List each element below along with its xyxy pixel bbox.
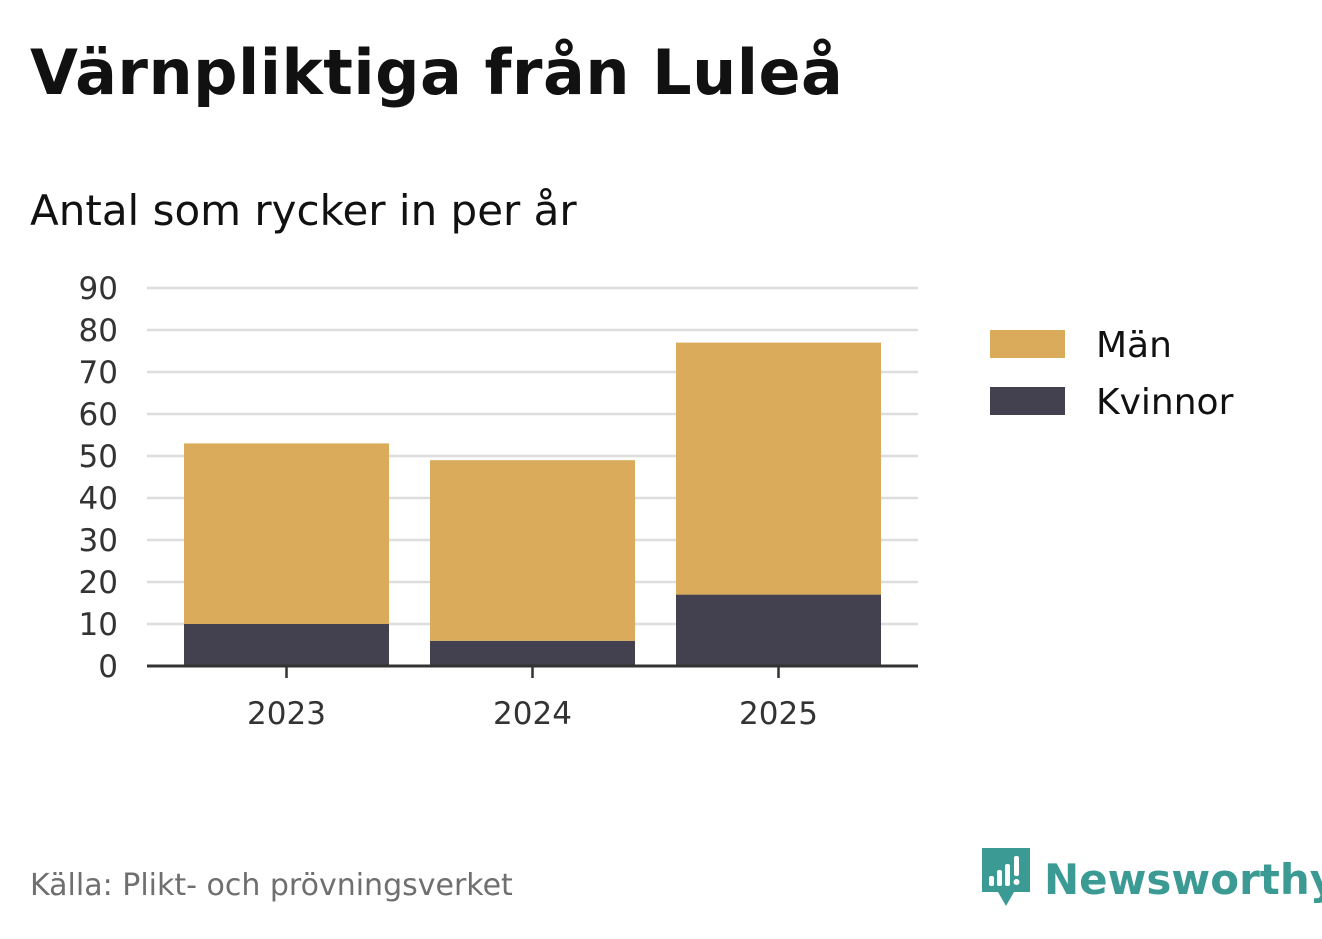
y-tick-label: 40 <box>79 481 118 517</box>
y-tick-label: 10 <box>79 607 118 643</box>
y-tick-label: 80 <box>79 313 118 349</box>
y-tick-label: 70 <box>79 355 118 391</box>
newsworthy-logo-icon <box>980 846 1032 912</box>
legend-label-kvinnor: Kvinnor <box>1096 382 1234 423</box>
legend-swatch-kvinnor <box>990 387 1065 415</box>
x-tick-label: 2025 <box>739 696 818 732</box>
source-note: Källa: Plikt- och prövningsverket <box>30 868 513 903</box>
bar-män-2025 <box>676 342 881 595</box>
bars <box>184 342 881 666</box>
bar-kvinnor-2025 <box>676 594 881 666</box>
stacked-bar-chart: 0 10 20 30 40 50 60 70 80 90 2023 2024 2025 Män Kvin… <box>79 271 1234 732</box>
bar-kvinnor-2023 <box>184 624 389 666</box>
x-axis: 2023 2024 2025 <box>147 664 918 732</box>
y-tick-label: 60 <box>79 397 118 433</box>
x-tick-label: 2023 <box>247 696 326 732</box>
x-tick-label: 2024 <box>493 696 572 732</box>
legend-label-män: Män <box>1096 325 1172 366</box>
brand-name: Newsworthy <box>1044 854 1322 904</box>
brand-logo: Newsworthy <box>980 846 1322 912</box>
y-tick-label: 50 <box>79 439 118 475</box>
y-tick-label: 30 <box>79 523 118 559</box>
chart-title: Värnpliktiga från Luleå <box>30 36 844 109</box>
y-tick-label: 20 <box>79 565 118 601</box>
legend-swatch-män <box>990 330 1065 358</box>
y-tick-label: 0 <box>98 649 118 685</box>
legend: Män Kvinnor <box>990 325 1234 423</box>
bar-kvinnor-2024 <box>430 640 635 666</box>
y-tick-label: 90 <box>79 271 118 307</box>
bar-män-2023 <box>184 443 389 624</box>
bar-män-2024 <box>430 460 635 641</box>
chart-subtitle: Antal som rycker in per år <box>30 186 577 235</box>
y-axis-labels: 0 10 20 30 40 50 60 70 80 90 <box>79 271 118 685</box>
